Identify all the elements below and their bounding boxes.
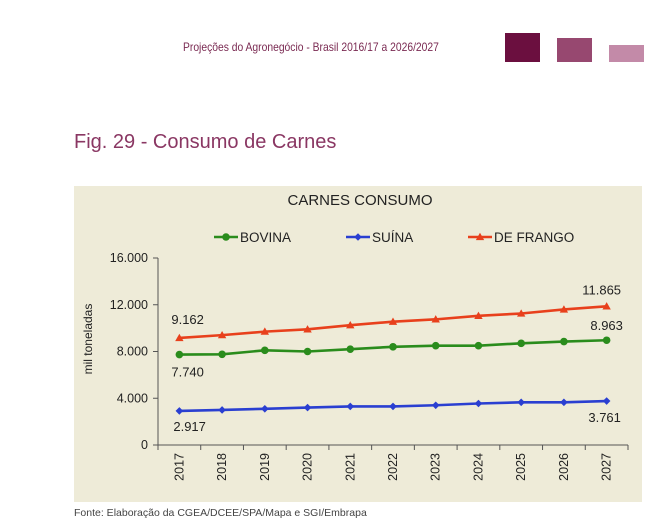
x-tick-label: 2026 xyxy=(557,453,571,481)
figure-title: Fig. 29 - Consumo de Carnes xyxy=(74,131,337,153)
legend-marker xyxy=(475,232,485,241)
legend-marker xyxy=(222,233,230,241)
data-label: 3.761 xyxy=(588,410,621,425)
series-su-na xyxy=(175,397,611,415)
series-de-frango xyxy=(175,302,611,342)
data-point xyxy=(261,346,269,355)
x-tick-label: 2019 xyxy=(258,453,272,481)
data-point xyxy=(560,337,568,346)
x-tick-label: 2022 xyxy=(386,453,400,481)
chart-container: CARNES CONSUMO mil toneladas BOVINA SUÍNA… xyxy=(74,186,642,502)
legend-marker xyxy=(354,233,362,241)
data-label: 9.162 xyxy=(171,312,204,327)
chart-series: 7.740 8.963 2.917 3.761 9.162 11.865 xyxy=(171,282,623,434)
data-point xyxy=(388,317,398,325)
header-square-light xyxy=(609,45,644,62)
data-point xyxy=(175,407,184,415)
data-point xyxy=(218,350,226,359)
data-label: 11.865 xyxy=(582,282,621,297)
data-point xyxy=(517,339,525,348)
data-point xyxy=(175,333,184,342)
data-point xyxy=(560,398,568,407)
data-label: 2.917 xyxy=(173,419,206,434)
x-tick-label: 2017 xyxy=(172,453,186,481)
legend-label: DE FRANGO xyxy=(494,230,574,245)
x-tick-label: 2024 xyxy=(471,453,485,481)
header-square-dark xyxy=(505,33,540,62)
legend-label: BOVINA xyxy=(240,230,291,245)
data-point xyxy=(303,325,312,333)
chart-axes: 0 4.000 8.000 12.000 16.000 2017 2018 2019 2020 2… xyxy=(110,251,629,481)
header-square-medium xyxy=(557,38,592,62)
data-point xyxy=(431,401,440,410)
y-tick-label: 16.000 xyxy=(110,251,148,265)
x-tick-label: 2020 xyxy=(301,453,315,481)
x-tick-label: 2025 xyxy=(514,453,528,481)
data-point xyxy=(346,402,355,411)
y-tick-label: 4.000 xyxy=(117,391,148,405)
data-point xyxy=(346,321,355,329)
series-bovina xyxy=(175,336,611,359)
data-point xyxy=(303,347,312,356)
y-axis-label: mil toneladas xyxy=(81,304,95,375)
data-point xyxy=(389,402,397,411)
x-tick-label: 2018 xyxy=(215,453,229,481)
data-point xyxy=(431,315,440,323)
data-point xyxy=(474,311,483,320)
data-point xyxy=(218,406,226,414)
x-tick-label: 2021 xyxy=(343,453,357,481)
chart-legend: BOVINA SUÍNA DE FRANGO xyxy=(214,230,574,245)
data-point xyxy=(175,350,184,359)
legend-label: SUÍNA xyxy=(372,230,413,245)
y-tick-label: 8.000 xyxy=(117,345,148,359)
data-point xyxy=(602,302,611,310)
data-point xyxy=(516,309,526,317)
report-header-title: Projeções do Agronegócio - Brasil 2016/1… xyxy=(183,40,439,54)
data-point xyxy=(474,399,483,408)
data-label: 8.963 xyxy=(590,318,623,333)
data-point xyxy=(303,403,312,412)
data-point xyxy=(260,327,270,335)
data-point xyxy=(261,404,269,413)
data-point xyxy=(346,345,355,353)
data-point xyxy=(431,341,440,350)
data-point xyxy=(602,336,611,345)
y-tick-label: 0 xyxy=(141,438,148,452)
data-point xyxy=(217,330,227,339)
data-point xyxy=(602,397,611,405)
data-label: 7.740 xyxy=(171,365,204,380)
x-tick-label: 2023 xyxy=(429,453,443,481)
data-point xyxy=(389,343,397,351)
x-tick-label: 2027 xyxy=(600,453,614,481)
data-point xyxy=(517,398,525,407)
legend-item: SUÍNA xyxy=(346,230,413,245)
data-point xyxy=(559,305,569,313)
line-chart: CARNES CONSUMO mil toneladas BOVINA SUÍNA… xyxy=(74,186,642,502)
legend-item: BOVINA xyxy=(214,230,291,245)
figure-source-note: Fonte: Elaboração da CGEA/DCEE/SPA/Mapa … xyxy=(74,507,367,519)
legend-item: DE FRANGO xyxy=(468,230,574,245)
data-point xyxy=(474,341,483,350)
chart-title: CARNES CONSUMO xyxy=(287,192,432,209)
y-tick-label: 12.000 xyxy=(110,298,148,312)
